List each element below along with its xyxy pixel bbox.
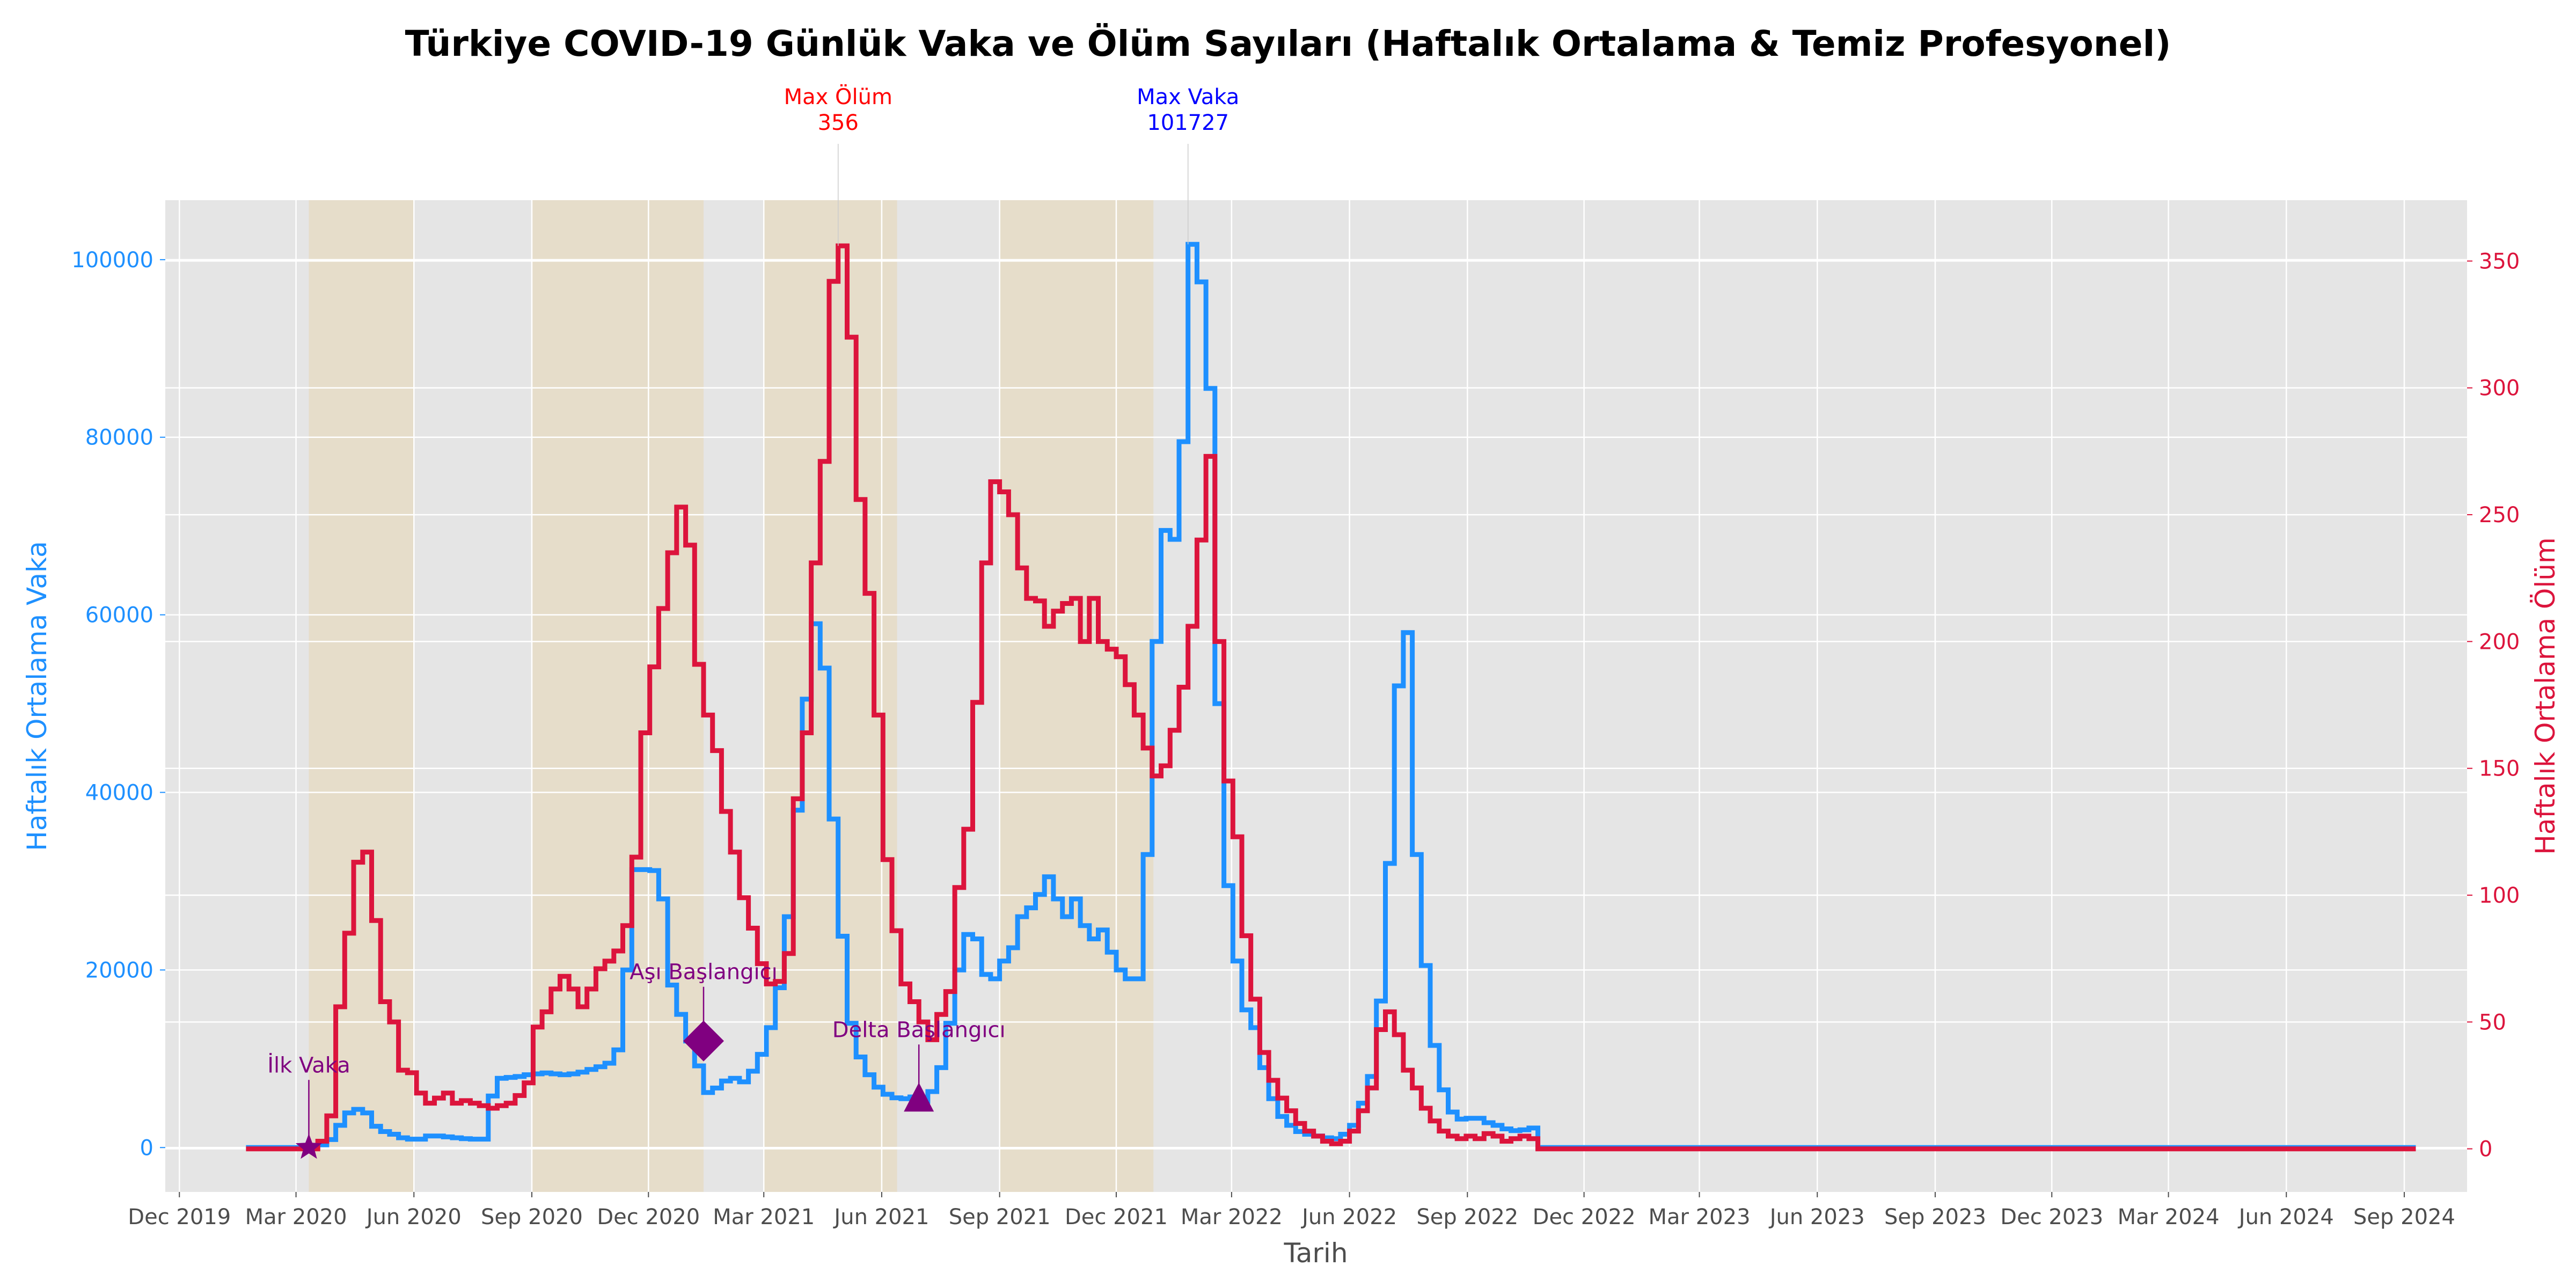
x-tick-label: Sep 2022 [1416, 1205, 1518, 1230]
y-right-tick-label: 50 [2479, 1010, 2506, 1035]
y-right-tick-label: 0 [2479, 1137, 2492, 1162]
triangle-marker [904, 1082, 934, 1112]
x-tick-label: Dec 2021 [1065, 1205, 1168, 1230]
x-tick-label: Dec 2020 [597, 1205, 700, 1230]
x-tick-label: Sep 2020 [481, 1205, 583, 1230]
peak-label: Max Vaka [1137, 85, 1239, 109]
x-tick-label: Mar 2024 [2118, 1205, 2220, 1230]
y-right-tick-label: 250 [2479, 503, 2520, 528]
x-tick-label: Dec 2023 [2000, 1205, 2103, 1230]
ticks: Dec 2019 Mar 2020 Jun 2020 Sep 2020 Dec 2020… [71, 248, 2520, 1230]
plot-area [165, 200, 2467, 1192]
shaded-period [999, 200, 1154, 1192]
y-right-tick-label: 100 [2479, 883, 2520, 908]
x-tick-label: Sep 2024 [2353, 1205, 2455, 1230]
x-tick-label: Sep 2023 [1884, 1205, 1986, 1230]
x-tick-label: Jun 2024 [2237, 1205, 2334, 1230]
shaded-period [531, 200, 704, 1192]
x-tick-label: Mar 2020 [245, 1205, 347, 1230]
y-left-tick-label: 80000 [85, 426, 153, 450]
y-right-tick-label: 350 [2479, 249, 2520, 274]
y-left-tick-label: 40000 [85, 781, 153, 806]
y-left-tick-label: 100000 [71, 248, 153, 273]
y-left-tick-label: 0 [140, 1136, 153, 1160]
x-tick-label: Mar 2022 [1181, 1205, 1283, 1230]
y-axis-right-label: Haftalık Ortalama Ölüm [2530, 537, 2561, 854]
series [246, 241, 2416, 1152]
x-tick-label: Jun 2020 [365, 1205, 462, 1230]
peak-value: 356 [818, 111, 859, 135]
y-right-tick-label: 150 [2479, 757, 2520, 781]
y-right-tick-label: 200 [2479, 630, 2520, 654]
event-label: Aşı Başlangıcı [630, 960, 777, 985]
peak-label: Max Ölüm [784, 84, 892, 109]
x-tick-label: Mar 2023 [1649, 1205, 1751, 1230]
x-tick-label: Dec 2022 [1533, 1205, 1636, 1230]
chart-title: Türkiye COVID-19 Günlük Vaka ve Ölüm Say… [405, 23, 2171, 64]
x-tick-label: Jun 2021 [832, 1205, 929, 1230]
event-label: Delta Başlangıcı [832, 1018, 1006, 1042]
x-tick-label: Mar 2021 [713, 1205, 815, 1230]
y-left-tick-label: 60000 [85, 603, 153, 628]
cases-line [246, 241, 2416, 1150]
x-tick-label: Jun 2023 [1768, 1205, 1865, 1230]
y-right-tick-label: 300 [2479, 376, 2520, 401]
peak-value: 101727 [1147, 111, 1229, 135]
star-marker [295, 1133, 323, 1159]
x-axis-label: Tarih [1283, 1238, 1348, 1269]
event-label: İlk Vaka [267, 1052, 350, 1078]
diamond-marker [683, 1020, 724, 1062]
x-tick-label: Sep 2021 [949, 1205, 1051, 1230]
y-left-tick-label: 20000 [85, 958, 153, 983]
deaths-line [246, 243, 2416, 1152]
x-tick-label: Jun 2022 [1300, 1205, 1397, 1230]
x-tick-label: Dec 2019 [128, 1205, 231, 1230]
y-axis-left-label: Haftalık Ortalama Vaka [21, 541, 53, 851]
